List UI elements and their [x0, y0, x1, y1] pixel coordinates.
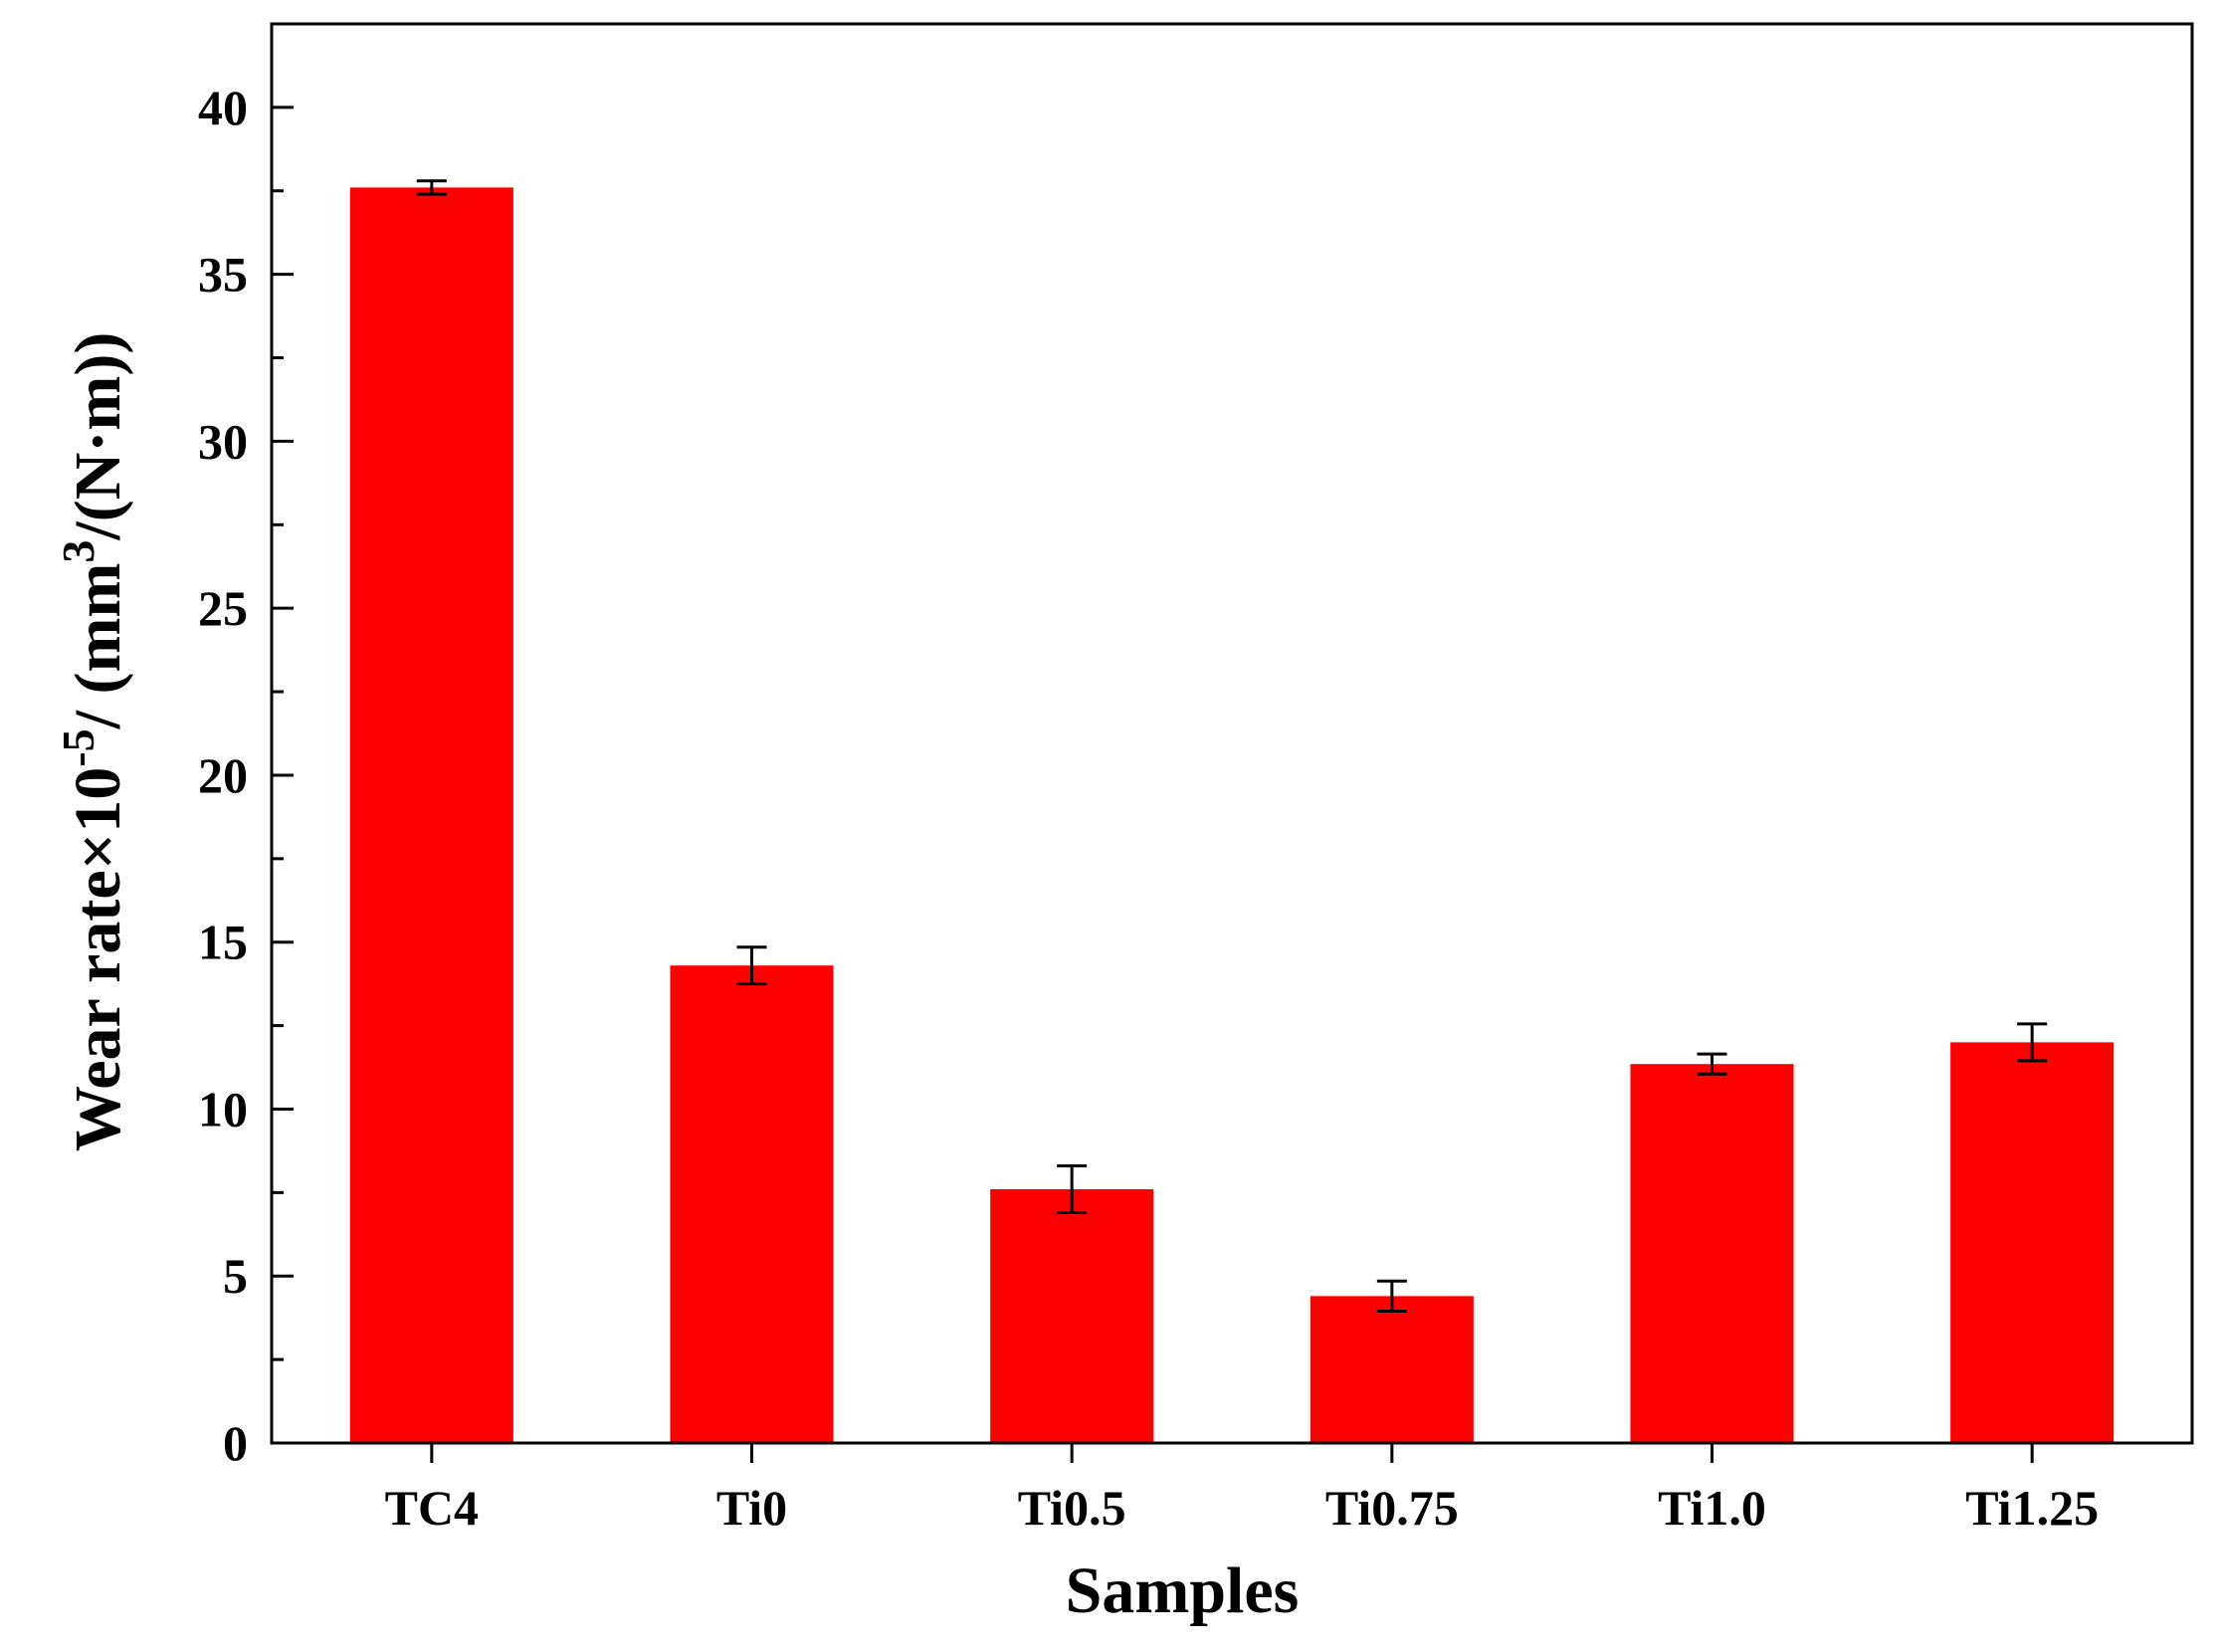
bar-ti0-75: [1310, 1296, 1474, 1443]
y-tick-label: 20: [198, 747, 248, 803]
y-tick-label: 0: [223, 1415, 248, 1471]
bar-tc4: [349, 187, 513, 1443]
x-axis-title: Samples: [1066, 1554, 1300, 1627]
x-tick-label: TC4: [385, 1480, 479, 1536]
y-axis-title-exponent: -5: [53, 728, 103, 766]
y-tick-label: 35: [198, 247, 248, 303]
error-bars: [416, 179, 2048, 1313]
y-tick-label: 40: [198, 80, 248, 135]
x-tick-label: Ti1.25: [1965, 1480, 2099, 1536]
x-axis-ticks: TC4 Ti0 Ti0.5 Ti0.75 Ti1.0 Ti1.25: [385, 1443, 2099, 1536]
y-axis-title-suffix: /(N·m)): [62, 332, 134, 541]
error-bar: [416, 179, 447, 196]
y-axis-title-prefix: Wear rate×10: [62, 767, 134, 1151]
x-tick-label: Ti0.75: [1325, 1480, 1459, 1536]
y-axis-title-unit-exponent: 3: [53, 540, 103, 563]
bars: [349, 187, 2115, 1443]
x-tick-label: Ti1.0: [1658, 1480, 1766, 1536]
error-bar: [1697, 1052, 1727, 1076]
bar-ti1-0: [1630, 1064, 1794, 1443]
error-bar: [2017, 1022, 2048, 1063]
y-axis-ticks: 0 5 10 15 20 25 30 35 40: [198, 22, 294, 1471]
bar-ti0: [670, 965, 834, 1443]
bar-ti0-5: [990, 1188, 1154, 1443]
error-bar: [736, 945, 767, 986]
y-tick-label: 25: [198, 580, 248, 636]
error-bar: [1057, 1164, 1088, 1214]
y-axis-title-middle: / (mm: [62, 563, 134, 730]
bar-ti1-25: [1950, 1042, 2115, 1443]
y-tick-label: 10: [198, 1081, 248, 1136]
x-tick-label: Ti0.5: [1018, 1480, 1126, 1536]
y-tick-label: 5: [223, 1248, 248, 1304]
y-tick-label: 15: [198, 915, 248, 970]
y-tick-label: 30: [198, 413, 248, 469]
x-tick-label: Ti0: [716, 1480, 787, 1536]
plot-frame: [270, 22, 2194, 1445]
y-axis-title: Wear rate×10-5/ (mm3/(N·m)): [53, 332, 134, 1151]
error-bar: [1376, 1279, 1407, 1313]
